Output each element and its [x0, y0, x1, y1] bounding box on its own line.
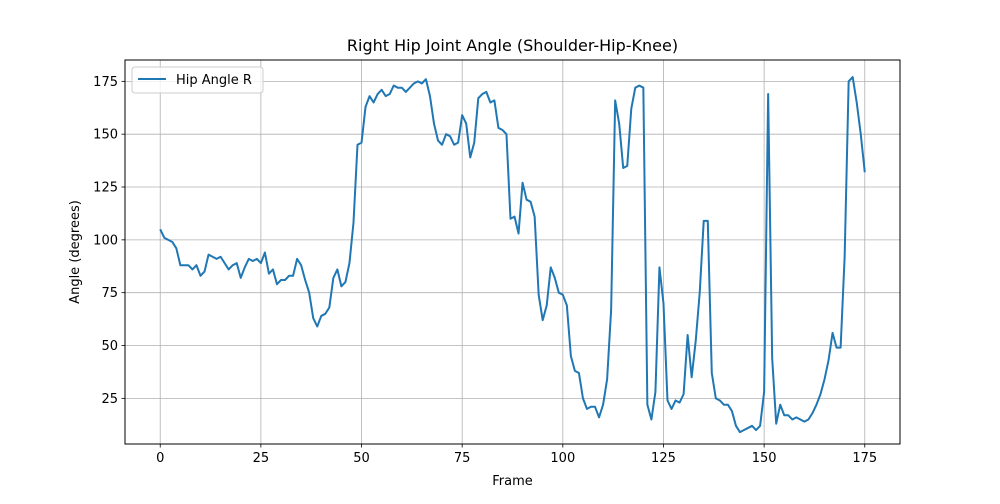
x-tick-label: 25 [253, 451, 270, 466]
x-tick-label: 50 [353, 451, 370, 466]
y-tick-label: 75 [101, 286, 118, 301]
x-axis-ticks: 0 25 50 75 100 125 150 175 [156, 444, 877, 466]
legend: Hip Angle R [131, 66, 264, 94]
x-tick-label: 75 [454, 451, 471, 466]
x-tick-label: 100 [550, 451, 575, 466]
plot-area-frame [124, 59, 901, 445]
y-tick-label: 175 [93, 75, 118, 90]
x-tick-label: 175 [852, 451, 877, 466]
legend-box [131, 66, 264, 94]
x-axis-label: Frame [492, 474, 533, 489]
y-axis-label: Angle (degrees) [68, 200, 83, 304]
y-tick-label: 25 [101, 392, 118, 407]
legend-label: Hip Angle R [176, 73, 252, 88]
x-tick-label: 150 [752, 451, 777, 466]
y-axis-ticks: 25 50 75 100 125 150 175 [93, 75, 125, 407]
y-tick-label: 50 [101, 339, 118, 354]
y-tick-label: 150 [93, 128, 118, 143]
chart-title: Right Hip Joint Angle (Shoulder-Hip-Knee… [347, 36, 678, 55]
series-layer [159, 76, 866, 434]
x-tick-label: 0 [156, 451, 164, 466]
series-line-hip-angle-r [159, 76, 866, 434]
y-tick-label: 125 [93, 181, 118, 196]
y-tick-label: 100 [93, 233, 118, 248]
x-tick-label: 125 [651, 451, 676, 466]
